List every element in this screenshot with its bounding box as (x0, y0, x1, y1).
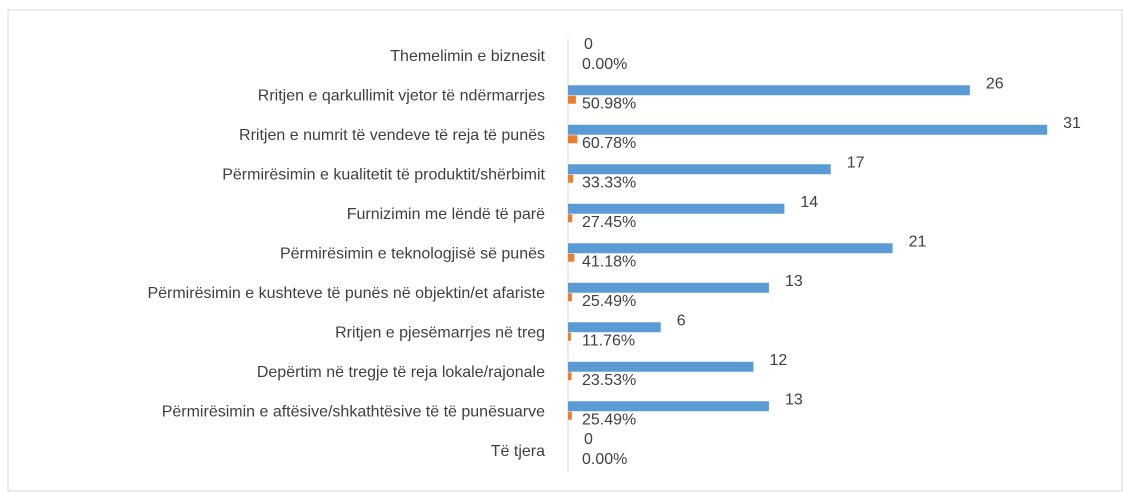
value-label: 13 (785, 391, 803, 408)
value-label: 31 (1063, 115, 1081, 132)
bar (568, 135, 578, 144)
category-label: Përmirësimin e kualitetit të produktit/s… (222, 166, 545, 183)
value-label: 6 (677, 312, 686, 329)
bar (568, 164, 831, 175)
category-label: Rritjen e qarkullimit vjetor të ndërmarr… (258, 87, 545, 104)
bar (568, 282, 769, 293)
category-label: Përmirësimin e aftësive/shkathtësive të … (162, 403, 545, 420)
category-label: Përmirësimin e teknologjisë së punës (280, 245, 545, 262)
bar (568, 85, 970, 96)
bar (568, 95, 576, 104)
bar (568, 372, 572, 381)
bar (568, 401, 769, 412)
category-label: Themelimin e biznesit (390, 48, 545, 65)
bar (568, 411, 572, 420)
category-label: Përmirësimin e kushteve të punës në obje… (147, 285, 545, 302)
value-label: 12 (769, 352, 787, 369)
category-label: Të tjera (491, 443, 545, 460)
value-label: 23.53% (582, 372, 636, 389)
bar (568, 203, 785, 214)
category-label: Furnizimin me lëndë të parë (347, 206, 545, 223)
value-label: 41.18% (582, 253, 636, 270)
bar (568, 243, 893, 254)
value-label: 25.49% (582, 411, 636, 428)
value-label: 0.00% (582, 56, 627, 73)
bar (568, 332, 571, 341)
value-label: 11.76% (582, 332, 635, 349)
value-label: 50.98% (582, 95, 636, 112)
bar (568, 124, 1048, 135)
bar (568, 253, 575, 262)
bar (568, 214, 573, 223)
value-label: 60.78% (582, 135, 636, 152)
value-label: 33.33% (582, 174, 636, 191)
value-label: 17 (847, 154, 865, 171)
bar (568, 361, 754, 372)
category-label: Depërtim në tregje të reja lokale/rajona… (257, 364, 545, 381)
value-label: 0 (584, 431, 593, 448)
value-label: 26 (986, 75, 1004, 92)
bar (568, 293, 572, 302)
value-label: 13 (785, 273, 803, 290)
category-label: Rritjen e numrit të vendeve të reja të p… (239, 127, 545, 144)
value-label: 0 (584, 36, 593, 53)
value-label: 14 (800, 194, 818, 211)
value-label: 25.49% (582, 293, 636, 310)
value-label: 27.45% (582, 214, 636, 231)
bar (568, 174, 574, 183)
bar (568, 322, 661, 333)
category-label: Rritjen e pjesëmarrjes në treg (335, 324, 545, 341)
value-label: 0.00% (582, 451, 627, 468)
value-label: 21 (909, 233, 927, 250)
